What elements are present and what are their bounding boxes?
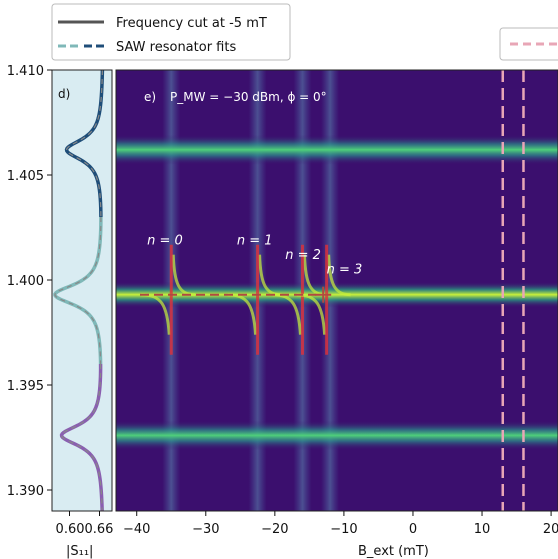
x-axis-d: 0.600.66 [56, 511, 114, 537]
panel-e-xlabel: B_ext (mT) [358, 544, 429, 559]
mode-label-1: n = 1 [237, 233, 273, 248]
legend-label-cut: Frequency cut at -5 mT [116, 16, 267, 31]
resonance-band-2 [116, 420, 558, 451]
anticrossing-lower-2 [272, 293, 302, 335]
legend-label-fit: SAW resonator fits [116, 40, 236, 55]
y-tick-label-4: 1.410 [7, 64, 44, 79]
mode-label-0: n = 0 [147, 233, 183, 248]
d-x-tick-labels: 0.600.66 [56, 522, 114, 537]
mode-label-2: n = 2 [285, 248, 321, 263]
x-tick-label-4: 0 [409, 522, 417, 537]
heatmap [116, 70, 558, 511]
y-tick-label-2: 1.400 [7, 274, 44, 289]
y-tick-label-3: 1.405 [7, 169, 44, 184]
x-axis-e: −40 −30 −20 −10 0 10 20 [123, 511, 558, 537]
panel-d-label: d) [58, 87, 70, 101]
mode-label-3: n = 3 [327, 263, 363, 278]
panel-e-condition: P_MW = −30 dBm, ϕ = 0° [170, 90, 327, 104]
legend: Frequency cut at -5 mT SAW resonator fit… [51, 3, 291, 61]
x-tick-label-6: 20 [543, 522, 558, 537]
y-tick-label-1: 1.395 [7, 379, 44, 394]
legend-right [499, 27, 558, 61]
resonance-band-0 [116, 134, 558, 165]
x-tick-label-0: −40 [123, 522, 150, 537]
panel-d-xlabel: |S₁₁| [66, 544, 93, 559]
x-tick-label-1: −30 [192, 522, 219, 537]
anticrossing-upper-3 [327, 254, 351, 297]
anticrossing-upper-0 [171, 254, 196, 297]
panel-d-frame [51, 69, 113, 512]
x-tick-label-3: −10 [330, 522, 357, 537]
cut-profile-measured-0 [65, 70, 104, 217]
x-tick-label-5: 10 [474, 522, 491, 537]
y-tick-label-0: 1.390 [7, 484, 44, 499]
panel-e-frame [115, 69, 558, 512]
panel-e-label: e) [144, 90, 156, 104]
cut-profile-measured-2 [60, 363, 103, 511]
panel-d-plot [53, 70, 105, 511]
legend-box [51, 3, 291, 61]
cut-profile-measured-1 [54, 216, 102, 365]
y-axis: 1.390 1.395 1.400 1.405 1.410 [7, 64, 52, 499]
x-tick-label-2: −20 [261, 522, 288, 537]
